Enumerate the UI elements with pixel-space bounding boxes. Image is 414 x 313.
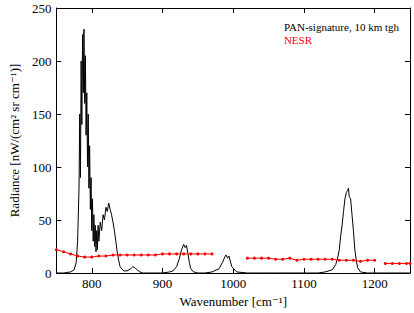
svg-text:1000: 1000 bbox=[220, 276, 246, 291]
svg-text:NESR: NESR bbox=[284, 34, 313, 46]
svg-text:250: 250 bbox=[32, 1, 52, 16]
svg-text:Wavenumber [cm⁻¹]: Wavenumber [cm⁻¹] bbox=[179, 294, 287, 309]
svg-text:50: 50 bbox=[38, 213, 51, 228]
svg-text:200: 200 bbox=[32, 54, 52, 69]
svg-text:Radiance [nW/(cm² sr cm⁻¹)]: Radiance [nW/(cm² sr cm⁻¹)] bbox=[7, 64, 22, 218]
svg-text:150: 150 bbox=[32, 107, 52, 122]
svg-text:1100: 1100 bbox=[291, 276, 317, 291]
svg-text:0: 0 bbox=[45, 266, 52, 281]
svg-text:900: 900 bbox=[153, 276, 173, 291]
svg-text:1200: 1200 bbox=[362, 276, 388, 291]
svg-text:800: 800 bbox=[82, 276, 102, 291]
svg-text:100: 100 bbox=[32, 160, 52, 175]
svg-text:PAN-signature, 10 km tgh: PAN-signature, 10 km tgh bbox=[284, 21, 400, 33]
